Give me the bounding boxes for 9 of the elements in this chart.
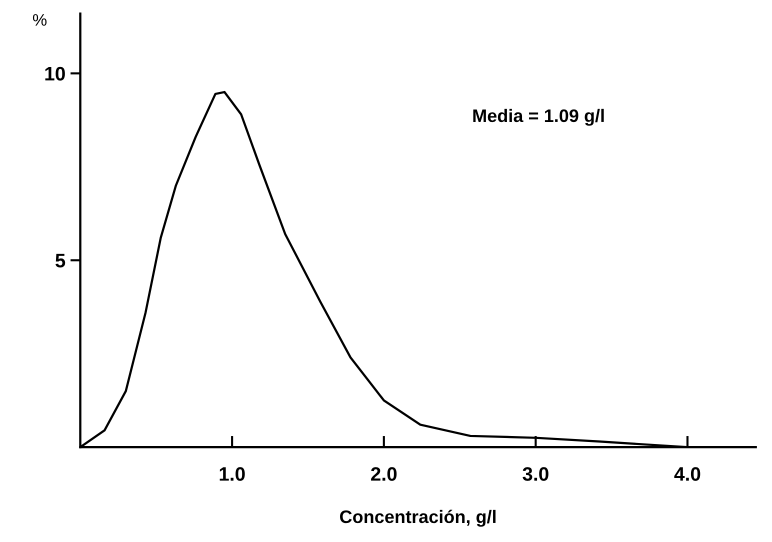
y-axis-title: % [32,14,47,26]
x-tick-label: 4.0 [674,467,700,481]
y-tick-label: 10 [45,66,65,81]
x-axis-title: Concentración, g/l [340,510,496,527]
x-tick-label: 1.0 [220,467,245,481]
x-tick-label: 2.0 [371,467,397,481]
x-tick-label: 3.0 [522,467,548,481]
y-tick-label: 5 [55,254,66,268]
annotation: Media = 1.09 g/l [473,108,604,126]
